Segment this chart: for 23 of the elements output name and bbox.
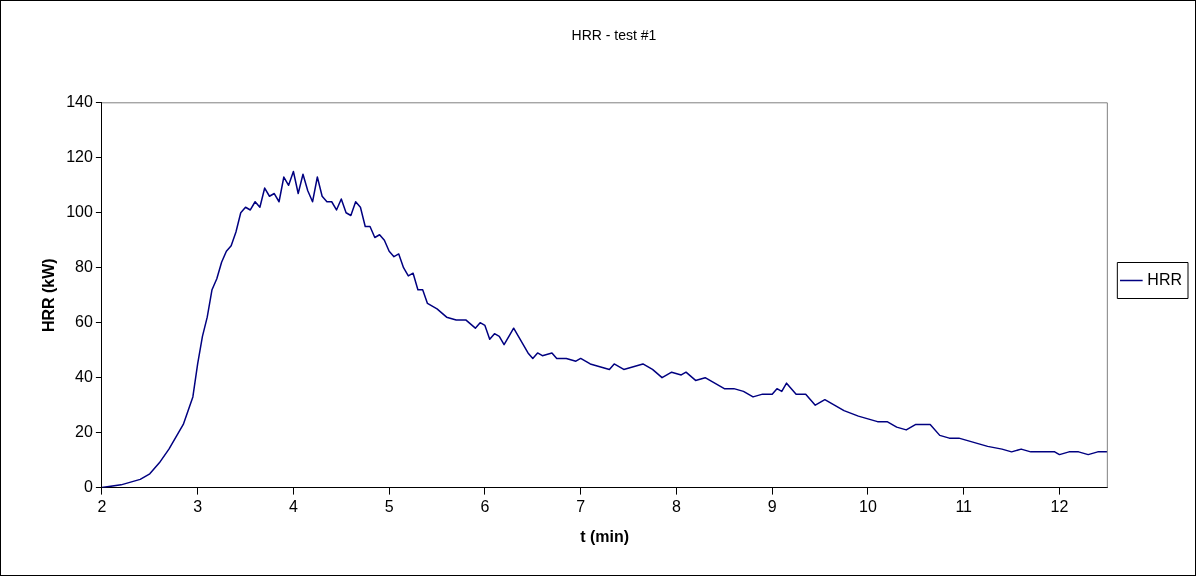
x-tick-label: 3 (193, 497, 203, 515)
y-tick-label: 40 (75, 368, 93, 386)
x-tick-label: 4 (288, 497, 298, 515)
y-axis-title: HRR (kW) (40, 258, 58, 333)
y-tick-label: 100 (66, 203, 93, 221)
x-tick-label: 10 (859, 497, 877, 515)
y-tick-label: 140 (66, 93, 93, 111)
x-tick-label: 12 (1050, 497, 1069, 515)
x-tick-label: 5 (384, 497, 394, 515)
x-tick-label: 6 (480, 497, 490, 515)
x-tick-label: 7 (576, 497, 586, 515)
legend-label: HRR (1147, 270, 1183, 288)
y-tick-label: 60 (75, 313, 93, 331)
x-tick-label: 2 (97, 497, 107, 515)
x-tick-label: 8 (671, 497, 681, 515)
x-axis-title: t (min) (580, 527, 630, 545)
y-tick-label: 20 (75, 423, 93, 441)
y-tick-label: 80 (75, 258, 93, 276)
chart-title: HRR - test #1 (571, 27, 657, 44)
x-tick-label: 9 (767, 497, 777, 515)
y-tick-label: 0 (83, 478, 93, 496)
x-tick-label: 11 (955, 497, 973, 515)
y-tick-label: 120 (66, 148, 93, 166)
